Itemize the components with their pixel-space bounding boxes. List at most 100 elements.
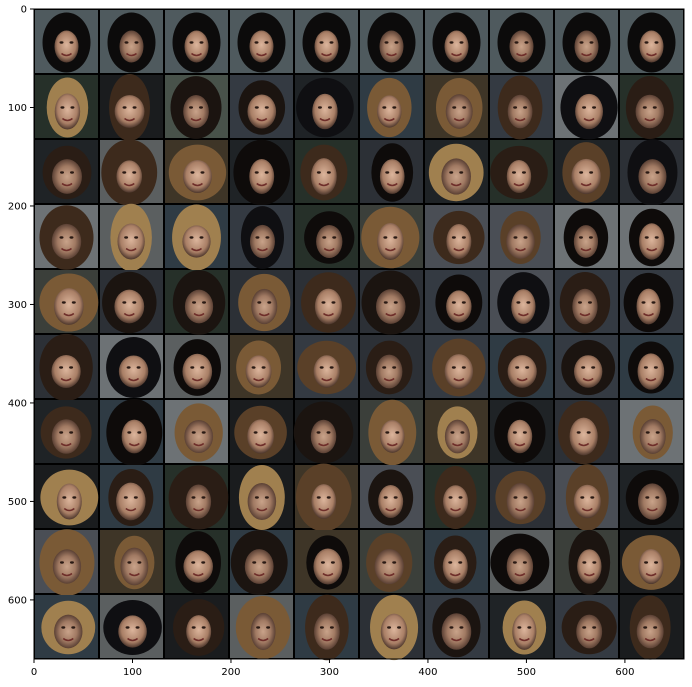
x-tick-label: 300	[320, 667, 339, 678]
face-shape	[182, 159, 212, 194]
mouth-shape	[384, 247, 396, 252]
eye-shape	[192, 301, 197, 304]
eye-shape	[329, 41, 334, 44]
face-shape	[639, 223, 665, 260]
eye-shape	[264, 171, 269, 174]
mouth-shape	[61, 182, 73, 187]
eye-shape	[448, 496, 453, 499]
face-tile	[490, 400, 553, 464]
mouth-shape	[451, 442, 463, 447]
eye-shape	[645, 431, 650, 434]
eye-shape	[654, 236, 659, 239]
face-shape	[183, 94, 209, 129]
face-shape	[576, 614, 603, 649]
face-shape	[374, 548, 404, 585]
mouth-shape	[319, 117, 331, 122]
mouth-shape	[516, 377, 528, 382]
face-shape	[511, 289, 536, 324]
face-tile	[555, 75, 618, 140]
eye-shape	[579, 171, 584, 174]
face-shape	[442, 549, 468, 584]
eye-shape	[592, 106, 597, 109]
eye-shape	[199, 41, 204, 44]
eye-shape	[587, 301, 592, 304]
face-shape	[378, 485, 404, 518]
eye-shape	[319, 626, 324, 629]
face-tile	[100, 595, 163, 658]
mouth-shape	[256, 117, 268, 122]
face-tile	[35, 10, 98, 73]
face-tile	[620, 205, 683, 268]
face-tile	[230, 139, 293, 206]
face-shape	[577, 549, 602, 584]
face-tile	[425, 140, 488, 203]
eye-shape	[512, 561, 517, 564]
eye-shape	[189, 41, 194, 44]
eye-shape	[592, 626, 597, 629]
face-tile	[100, 203, 163, 272]
eye-shape	[577, 301, 582, 304]
face-shape	[184, 289, 214, 324]
face-tile	[490, 595, 553, 658]
eye-shape	[322, 236, 327, 239]
eye-shape	[516, 301, 521, 304]
face-tile	[230, 400, 293, 463]
eye-shape	[655, 496, 660, 499]
face-tile	[35, 205, 98, 270]
y-axis-ticks: 0 100 200 300 400 500 600	[8, 5, 34, 606]
mouth-shape	[583, 637, 595, 642]
x-tick-label: 600	[615, 667, 634, 678]
mouth-shape	[582, 377, 594, 382]
eye-shape	[326, 496, 331, 499]
face-tile	[425, 205, 488, 268]
mouth-shape	[647, 182, 658, 187]
face-tile	[620, 335, 683, 398]
eye-shape	[254, 41, 259, 44]
eye-shape	[578, 236, 583, 239]
face-tile	[555, 335, 618, 398]
mouth-shape	[583, 572, 595, 577]
eye-shape	[200, 366, 205, 369]
eye-shape	[582, 106, 587, 109]
face-shape	[114, 289, 145, 324]
face-tile	[490, 140, 553, 203]
mouth-shape	[318, 442, 329, 447]
y-tick-label: 200	[8, 201, 27, 212]
eye-shape	[267, 301, 272, 304]
eye-shape	[264, 106, 269, 109]
face-tile	[35, 529, 98, 596]
eye-shape	[262, 561, 267, 564]
eye-shape	[643, 366, 648, 369]
face-tile	[295, 270, 358, 333]
face-shape	[247, 94, 277, 129]
x-tick-label: 100	[123, 667, 142, 678]
mouth-shape	[644, 637, 656, 642]
mouth-shape	[191, 182, 203, 187]
eye-shape	[513, 106, 518, 109]
mouth-shape	[193, 312, 205, 317]
mouth-shape	[193, 637, 205, 642]
eye-shape	[642, 106, 647, 109]
face-shape	[247, 419, 274, 454]
mouth-shape	[516, 52, 527, 57]
face-shape	[116, 160, 143, 193]
eye-shape	[525, 366, 530, 369]
face-shape	[639, 418, 666, 455]
eye-shape	[329, 626, 334, 629]
eye-shape	[254, 171, 259, 174]
face-shape	[316, 224, 343, 259]
eye-shape	[521, 171, 526, 174]
mouth-shape	[322, 572, 334, 577]
eye-shape	[588, 236, 593, 239]
face-shape	[118, 355, 149, 388]
mouth-shape	[451, 52, 462, 57]
eye-shape	[59, 431, 64, 434]
face-shape	[114, 95, 145, 128]
eye-shape	[316, 171, 321, 174]
mouth-shape	[450, 507, 462, 512]
face-shape	[311, 484, 337, 519]
mouth-shape	[60, 377, 72, 382]
face-tile	[490, 530, 553, 593]
eye-shape	[59, 41, 64, 44]
eye-shape	[136, 366, 141, 369]
